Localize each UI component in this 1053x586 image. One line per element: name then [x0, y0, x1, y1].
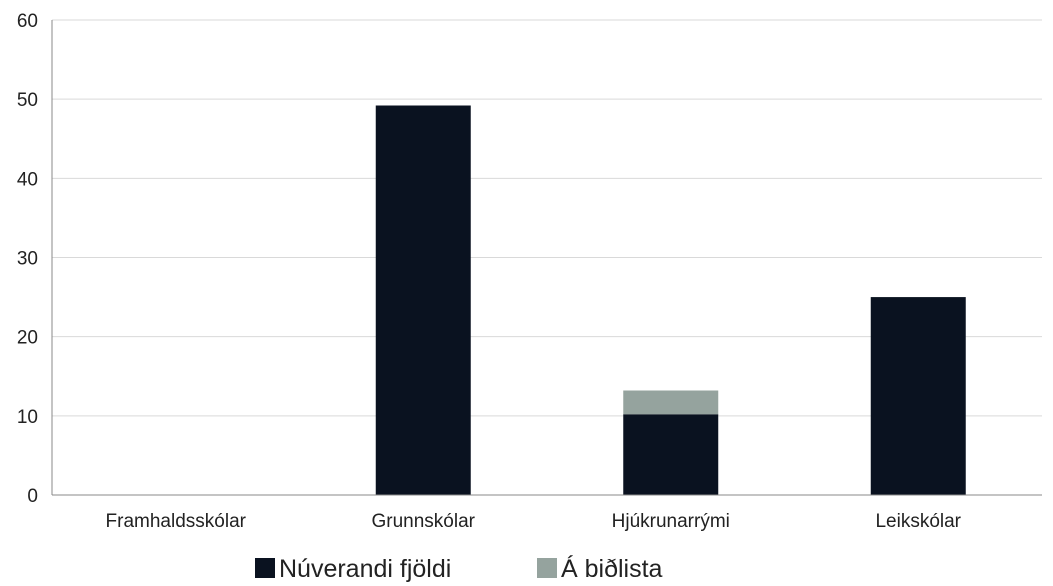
y-tick-label: 40 [17, 169, 38, 190]
x-axis-tick-labels: Framhaldsskólar Grunnskólar Hjúkrunarrými L… [106, 511, 962, 532]
x-tick-label: Hjúkrunarrými [612, 511, 730, 532]
x-tick-label: Grunnskólar [372, 511, 476, 532]
bars [375, 105, 966, 495]
legend-label: Á biðlista [561, 554, 663, 583]
y-tick-label: 0 [27, 486, 38, 507]
bar-hjúkrunarrými-á-biðlista [623, 390, 719, 415]
y-tick-label: 50 [17, 90, 38, 111]
y-tick-label: 30 [17, 249, 38, 270]
legend-label: Núverandi fjöldi [279, 555, 451, 583]
legend: Núverandi fjöldi Á biðlista [255, 554, 663, 583]
y-tick-label: 20 [17, 328, 38, 349]
bar-leikskólar-núverandi-fjöldi [870, 297, 966, 495]
y-tick-label: 10 [17, 407, 38, 428]
y-axis-tick-labels: 0 10 20 30 40 50 60 [17, 11, 38, 507]
x-tick-label: Leikskólar [875, 511, 961, 532]
y-tick-label: 60 [17, 11, 38, 32]
legend-swatch [537, 558, 557, 578]
bar-grunnskólar-núverandi-fjöldi [375, 105, 471, 495]
bar-hjúkrunarrými-núverandi-fjöldi [623, 414, 719, 495]
x-tick-label: Framhaldsskólar [106, 511, 247, 532]
legend-swatch [255, 558, 275, 578]
